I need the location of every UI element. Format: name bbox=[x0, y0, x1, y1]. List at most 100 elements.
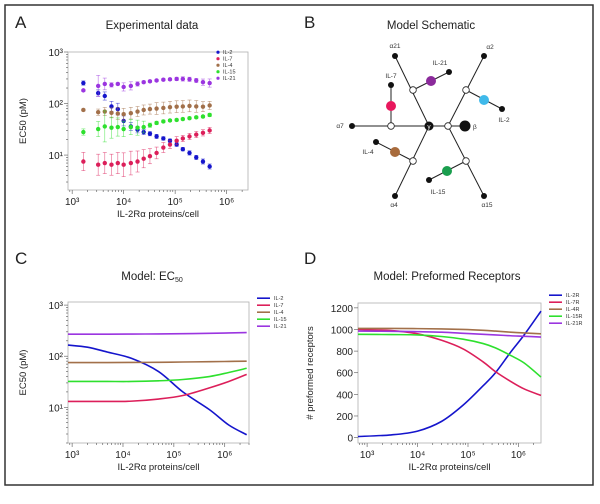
data-point bbox=[81, 88, 86, 93]
data-point bbox=[174, 138, 179, 143]
il-2-junction-node bbox=[462, 86, 470, 94]
chart-d-series-il-21r bbox=[357, 330, 542, 338]
il-7-label: IL-7 bbox=[385, 73, 397, 80]
beta-label: β bbox=[473, 124, 477, 131]
data-point bbox=[187, 77, 192, 82]
charts: 10³ 10⁴ 10⁵ 10⁶ 10¹ 10² 10³ IL-2Rα proteins/cel… bbox=[18, 48, 583, 473]
chart-d-series-il-2r bbox=[357, 310, 542, 438]
data-point bbox=[109, 82, 114, 88]
data-point bbox=[81, 107, 86, 113]
gamma-label: γ bbox=[427, 124, 431, 131]
data-point bbox=[128, 83, 134, 89]
data-point bbox=[180, 104, 186, 109]
chart-c-legend-label: IL-21 bbox=[274, 324, 287, 330]
data-point bbox=[187, 150, 192, 156]
il-15-end-node bbox=[426, 177, 432, 183]
chart-a: 10³ 10⁴ 10⁵ 10⁶ 10¹ 10² 10³ IL-2Rα proteins/cel… bbox=[18, 48, 249, 220]
panel-c-title-sub: 50 bbox=[175, 277, 183, 284]
chart-a-x-tick-label: 10⁴ bbox=[116, 197, 131, 208]
data-point bbox=[161, 136, 166, 141]
chart-d-y-tick-label: 0 bbox=[347, 434, 353, 445]
chart-c-y-axis-label: EC50 (pM) bbox=[18, 350, 29, 396]
panel-c-title: Model: EC50 bbox=[121, 271, 183, 284]
chart-d: 10³ 10⁴ 10⁵ 10⁶ 0 200 400 600 800 1000 1200 IL-2Rα … bbox=[305, 293, 583, 473]
data-point bbox=[109, 162, 114, 167]
data-point bbox=[200, 159, 206, 164]
panel-letter-a: A bbox=[15, 13, 27, 32]
series-line bbox=[357, 310, 542, 438]
il-21-ligand-node bbox=[426, 76, 436, 86]
chart-c-x-tick-label: 10⁴ bbox=[115, 450, 130, 461]
data-point bbox=[174, 76, 179, 82]
chart-a-series-il-4 bbox=[81, 99, 212, 121]
chart-c-series-il-15 bbox=[68, 367, 247, 383]
data-point bbox=[200, 114, 206, 119]
data-point bbox=[167, 104, 173, 110]
chart-c-x-tick-label: 10⁵ bbox=[166, 450, 181, 461]
il-2-ligand-node bbox=[479, 95, 489, 105]
chart-d-series-il-15r bbox=[357, 333, 542, 378]
data-point bbox=[102, 160, 107, 166]
panel-a-title: Experimental data bbox=[106, 20, 199, 32]
chart-a-series-il-7 bbox=[81, 127, 212, 177]
data-point bbox=[135, 81, 140, 87]
series-line bbox=[68, 367, 247, 383]
data-point bbox=[167, 77, 173, 82]
chart-a-legend-marker bbox=[216, 76, 220, 80]
data-point bbox=[141, 107, 146, 113]
data-point bbox=[147, 106, 153, 112]
chart-d-legend-label: IL-21R bbox=[566, 321, 583, 327]
data-point bbox=[135, 125, 140, 130]
chart-a-series-il-15 bbox=[81, 110, 212, 143]
il-4-junction-node bbox=[409, 157, 417, 165]
beta-node bbox=[459, 120, 471, 132]
data-point bbox=[174, 104, 179, 109]
chart-c-x-tick-label: 10⁶ bbox=[217, 450, 232, 461]
data-point bbox=[161, 119, 166, 124]
chart-d-legend-label: IL-15R bbox=[566, 314, 583, 320]
chart-c-legend-label: IL-4 bbox=[274, 310, 283, 316]
data-point bbox=[194, 155, 199, 160]
data-point bbox=[115, 111, 121, 116]
data-point bbox=[161, 105, 166, 111]
series-line bbox=[357, 327, 542, 335]
beta-junction-node bbox=[444, 122, 452, 130]
data-point bbox=[174, 117, 179, 123]
data-point bbox=[109, 104, 114, 109]
il-15-junction-node bbox=[462, 157, 470, 165]
data-point bbox=[102, 93, 107, 99]
data-point bbox=[187, 115, 192, 121]
chart-a-x-tick-label: 10⁶ bbox=[219, 197, 234, 208]
il-15-ligand-node bbox=[442, 166, 452, 176]
data-point bbox=[207, 164, 212, 169]
data-point bbox=[207, 80, 212, 86]
figure-frame bbox=[4, 4, 594, 486]
chart-d-y-tick-label: 1000 bbox=[331, 325, 354, 336]
chart-a-x-axis-label: IL-2Rα proteins/cell bbox=[117, 209, 199, 220]
chart-d-y-tick-label: 1200 bbox=[331, 304, 354, 315]
alpha-node bbox=[349, 123, 355, 129]
data-point bbox=[194, 115, 199, 120]
chart-d-x-tick-label: 10⁵ bbox=[460, 450, 475, 461]
chart-a-series-il-21 bbox=[81, 75, 212, 97]
data-point bbox=[128, 110, 134, 116]
data-point bbox=[147, 154, 153, 159]
chart-a-y-tick-label: 10³ bbox=[49, 48, 64, 59]
data-point bbox=[128, 124, 134, 130]
series-line bbox=[68, 373, 247, 403]
chart-d-series-il-7r bbox=[357, 328, 542, 397]
chart-a-legend-label: IL-4 bbox=[223, 63, 232, 69]
data-point bbox=[180, 136, 186, 141]
chart-d-x-tick-label: 10⁶ bbox=[511, 450, 526, 461]
data-point bbox=[95, 109, 101, 115]
data-point bbox=[121, 84, 126, 90]
il-7-ligand-node bbox=[386, 101, 396, 111]
series-line bbox=[357, 333, 542, 378]
data-point bbox=[121, 162, 126, 167]
il-7-end-node bbox=[388, 82, 394, 88]
model-schematic: IL-21 IL-2 IL-7 IL-4 IL-15 β γ α21 α2 α7 α4 α15 bbox=[336, 43, 510, 209]
chart-d-y-tick-label: 800 bbox=[336, 347, 353, 358]
data-point bbox=[141, 124, 146, 130]
panel-letter-b: B bbox=[304, 13, 315, 32]
chart-a-legend-label: IL-7 bbox=[223, 57, 232, 63]
